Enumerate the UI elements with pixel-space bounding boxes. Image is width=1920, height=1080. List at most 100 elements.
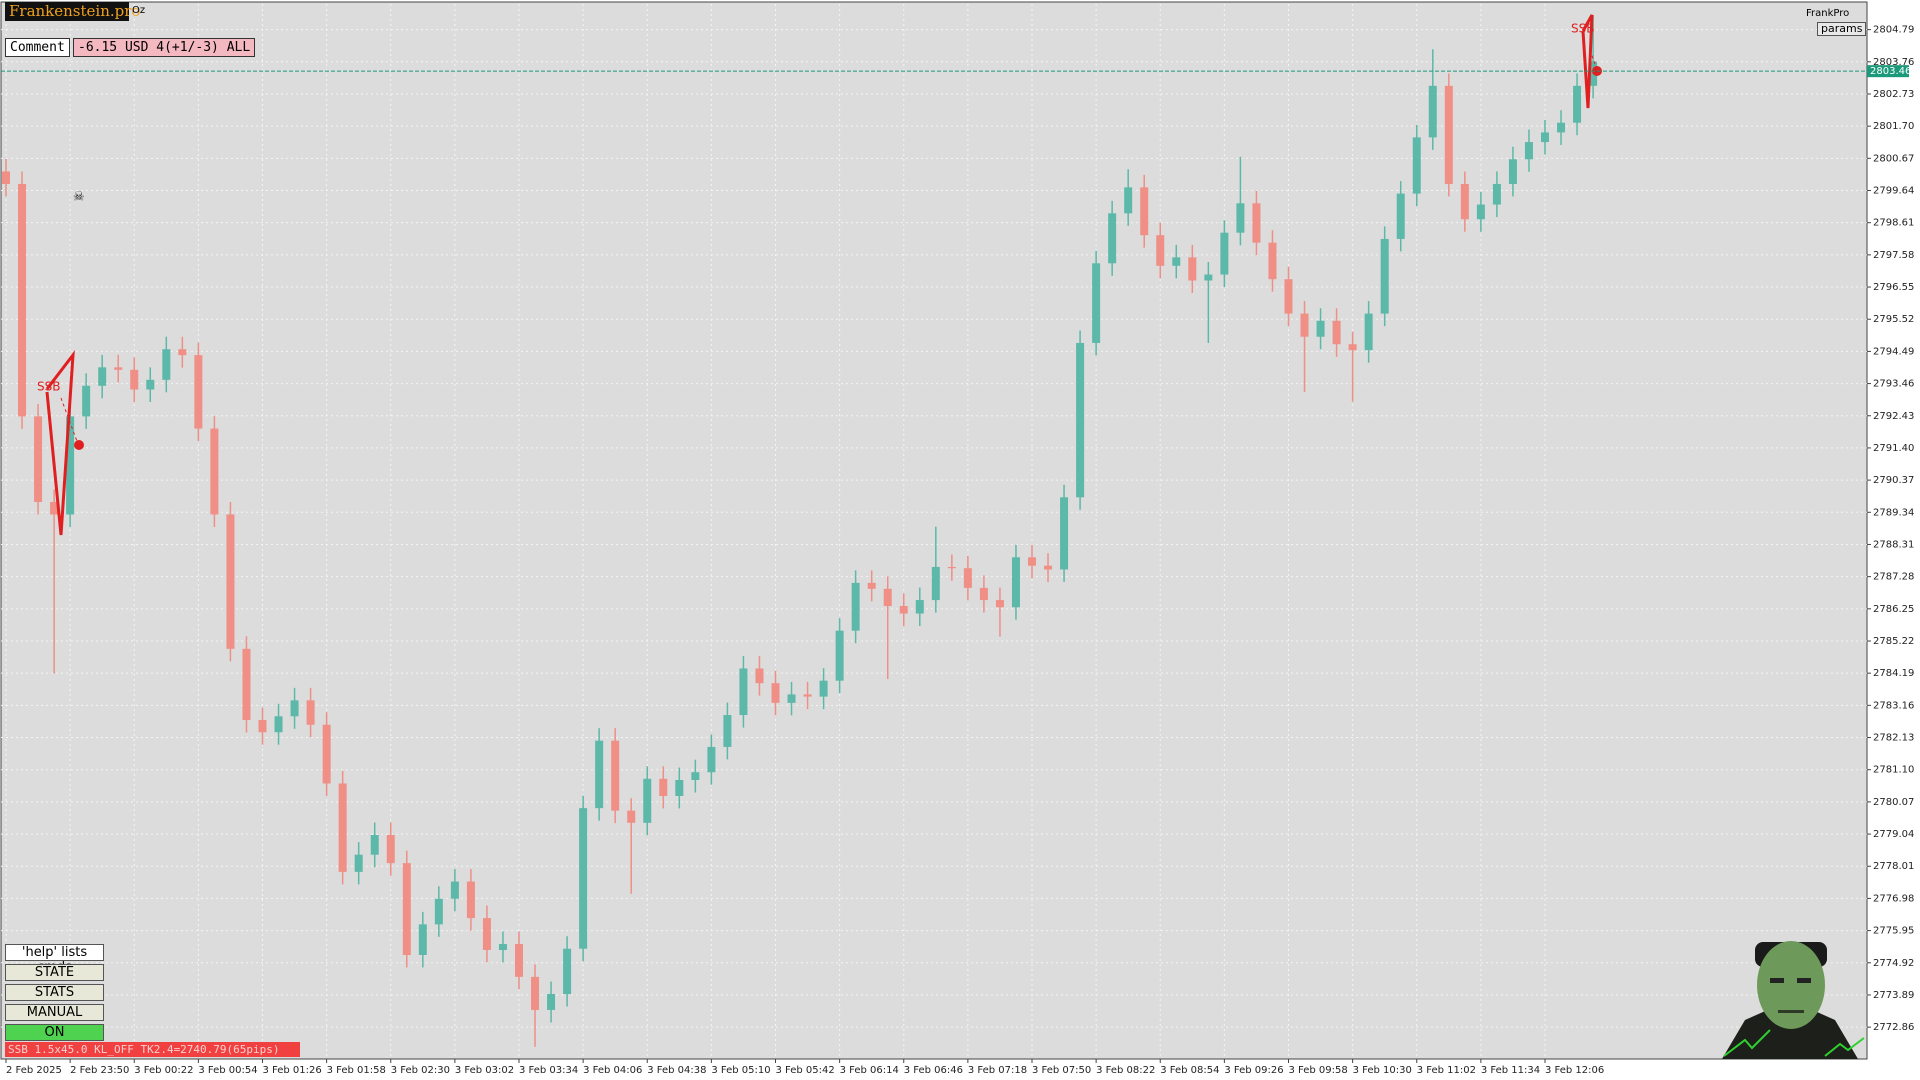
trade-drawings: SSB SSB ☠	[37, 14, 1602, 536]
candle-body	[1028, 557, 1036, 566]
x-tick-label: 3 Feb 04:06	[583, 1065, 642, 1076]
y-tick-label: 2785.22	[1873, 636, 1914, 647]
candle-body	[851, 582, 860, 631]
ssb-trade	[1581, 14, 1594, 109]
candle-body	[1140, 187, 1149, 236]
x-tick-label: 3 Feb 01:58	[327, 1065, 386, 1076]
candle-body	[1124, 187, 1133, 214]
x-tick-label: 3 Feb 05:42	[776, 1065, 835, 1076]
candle-body	[290, 700, 299, 717]
y-tick-label: 2795.52	[1873, 314, 1914, 325]
ssb-trade	[45, 350, 75, 536]
candle-body	[226, 514, 235, 649]
x-tick-label: 3 Feb 12:06	[1545, 1065, 1604, 1076]
candle-body	[1044, 565, 1053, 570]
y-tick-label: 2801.70	[1873, 121, 1914, 132]
candle-body	[579, 808, 588, 949]
candle-body	[466, 881, 475, 919]
x-tick-label: 3 Feb 08:22	[1096, 1065, 1155, 1076]
y-tick-label: 2776.98	[1873, 893, 1914, 904]
candle-body	[274, 716, 283, 733]
candle-body	[1220, 232, 1229, 275]
candle-body	[370, 835, 379, 855]
portrait-arrow	[1723, 1029, 1771, 1057]
x-tick-label: 3 Feb 03:34	[519, 1065, 578, 1076]
portrait-eye	[1770, 978, 1784, 983]
on-button[interactable]: ON	[5, 1024, 104, 1041]
candle-body	[498, 944, 507, 950]
y-tick-label: 2774.92	[1873, 958, 1914, 969]
current-price-label: 2803.46	[1870, 66, 1911, 77]
y-tick-label: 2772.86	[1873, 1022, 1914, 1033]
x-tick-label: 3 Feb 06:14	[840, 1065, 899, 1076]
candle-body	[947, 566, 956, 569]
x-tick-label: 3 Feb 07:50	[1032, 1065, 1091, 1076]
x-tick-label: 3 Feb 11:02	[1417, 1065, 1476, 1076]
x-tick-label: 3 Feb 02:30	[391, 1065, 450, 1076]
candle-body	[1492, 183, 1501, 205]
candle-body	[1268, 242, 1277, 280]
x-tick-label: 3 Feb 10:30	[1353, 1065, 1412, 1076]
x-tick-label: 3 Feb 04:38	[647, 1065, 706, 1076]
state-button[interactable]: STATE	[5, 964, 104, 981]
candle-body	[178, 349, 187, 356]
candle-body	[1557, 122, 1566, 133]
candle-body	[531, 976, 540, 1010]
candle-body	[1188, 257, 1197, 281]
candle-body	[739, 668, 748, 716]
candle-body	[66, 416, 75, 515]
y-tick-label: 2779.04	[1873, 829, 1914, 840]
x-tick-label: 2 Feb 23:50	[70, 1065, 129, 1076]
y-tick-label: 2773.89	[1873, 990, 1914, 1001]
candle-body	[242, 648, 251, 721]
x-tick-label: 2 Feb 2025	[6, 1065, 62, 1076]
portrait-face	[1757, 941, 1825, 1029]
candle-body	[1236, 203, 1245, 233]
candle-body	[434, 898, 443, 925]
candle-body	[707, 746, 716, 773]
params-button[interactable]: params	[1817, 22, 1867, 36]
candle-body	[963, 568, 972, 588]
candle-body	[675, 780, 684, 796]
manual-button[interactable]: MANUAL	[5, 1004, 104, 1021]
candle-body	[1541, 132, 1549, 143]
skull-icon: ☠	[73, 190, 85, 205]
x-tick-label: 3 Feb 00:22	[134, 1065, 193, 1076]
plot-area	[0, 1, 1868, 1060]
candle-body	[354, 854, 363, 872]
candle-body	[322, 724, 331, 784]
status-bar: SSB 1.5x45.0 KL_OFF TK2.4=2740.79(65pips…	[5, 1042, 300, 1057]
portrait-eye	[1797, 978, 1811, 983]
candle-body	[771, 683, 780, 703]
candle-body	[98, 367, 107, 386]
candle-body	[210, 428, 219, 515]
candle-body	[1332, 320, 1341, 345]
x-tick-label: 3 Feb 11:34	[1481, 1065, 1540, 1076]
candle-body	[931, 566, 940, 601]
candle-body	[306, 700, 315, 725]
x-tick-label: 3 Feb 07:18	[968, 1065, 1027, 1076]
y-tick-label: 2787.28	[1873, 572, 1914, 583]
candle-body	[1348, 344, 1357, 351]
candle-body	[50, 501, 59, 515]
candle-body	[867, 582, 876, 589]
x-tick-label: 3 Feb 05:10	[711, 1065, 770, 1076]
ssb-marker	[74, 440, 84, 450]
x-tick-label: 3 Feb 03:02	[455, 1065, 514, 1076]
x-tick-label: 3 Feb 01:26	[263, 1065, 322, 1076]
candle-body	[1252, 203, 1261, 243]
brand-label: Frankenstein.pro	[5, 2, 140, 21]
y-tick-label: 2804.79	[1873, 25, 1914, 36]
candle-body	[915, 600, 924, 614]
y-tick-label: 2784.19	[1873, 668, 1914, 679]
y-tick-label: 2794.49	[1873, 346, 1914, 357]
candle-body	[1156, 235, 1165, 266]
candle-body	[482, 918, 491, 950]
y-tick-label: 2788.31	[1873, 539, 1914, 550]
candle-body	[258, 720, 267, 733]
candle-body	[547, 994, 556, 1010]
y-tick-label: 2778.01	[1873, 861, 1914, 872]
stats-button[interactable]: STATS	[5, 984, 104, 1001]
